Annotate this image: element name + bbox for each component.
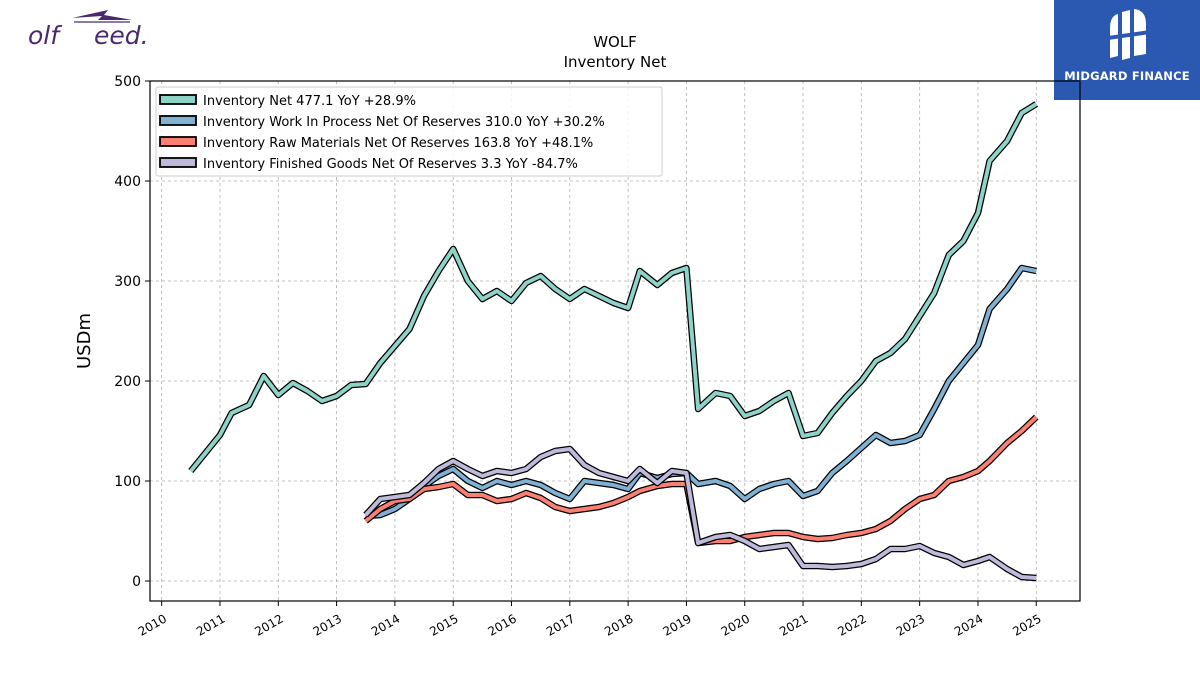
y-tick-label: 200	[114, 374, 141, 390]
y-tick-label: 300	[114, 274, 141, 290]
series-line-1	[365, 266, 1037, 518]
legend-label-0: Inventory Net 477.1 YoY +28.9%	[203, 94, 416, 109]
logo-crossbar	[1108, 30, 1150, 40]
x-tick-label: 2013	[311, 611, 344, 638]
x-tick-label: 2022	[835, 611, 868, 638]
x-tick-label: 2016	[486, 611, 519, 638]
x-tick-label: 2024	[952, 611, 985, 638]
y-tick-label: 400	[114, 174, 141, 190]
legend-label-1: Inventory Work In Process Net Of Reserve…	[203, 115, 605, 130]
logo-text-right: eed.	[94, 21, 149, 50]
legend-swatch-3	[159, 157, 197, 168]
y-tick-label: 500	[114, 74, 141, 90]
legend-swatch-2	[159, 136, 197, 147]
series-line-0	[189, 102, 1038, 473]
midgard-logo-mark	[1108, 9, 1150, 60]
midgard-finance-logo: MIDGARD FINANCE	[1054, 0, 1200, 100]
x-tick-label: 2014	[369, 611, 402, 638]
legend-swatch-0	[159, 94, 197, 105]
plot-frame	[149, 80, 1081, 602]
x-tick-label: 2012	[252, 611, 285, 638]
x-tick-label: 2011	[194, 611, 227, 638]
x-tick-label: 2018	[602, 611, 635, 638]
chart-subtitle: Inventory Net	[564, 53, 667, 71]
x-tick-label: 2020	[719, 611, 752, 638]
chart-title: WOLF	[593, 33, 637, 51]
legend-box	[155, 86, 663, 177]
series-line-3	[364, 447, 1037, 580]
wolfspeed-logo: olf eed.	[28, 4, 158, 54]
x-tick-label: 2017	[544, 611, 577, 638]
y-tick-label: 0	[132, 574, 141, 590]
legend: Inventory Net 477.1 YoY +28.9% Inventory …	[155, 86, 663, 177]
logo-swoosh	[72, 10, 132, 20]
legend-swatch-1	[159, 115, 197, 126]
series-lines	[188, 101, 1039, 582]
x-tick-label: 2019	[660, 611, 693, 638]
legend-label-3: Inventory Finished Goods Net Of Reserves…	[203, 157, 578, 172]
x-tick-label: 2025	[1010, 611, 1043, 638]
y-axis-label: USDm	[74, 313, 95, 369]
x-tick-label: 2021	[777, 611, 810, 638]
legend-label-2: Inventory Raw Materials Net Of Reserves …	[203, 136, 593, 151]
midgard-finance-label: MIDGARD FINANCE	[1064, 69, 1190, 83]
logo-text-left: olf	[28, 21, 62, 50]
x-tick-label: 2010	[136, 611, 169, 638]
wolfspeed-logo-mark: olf eed.	[28, 10, 149, 50]
x-tick-label: 2023	[894, 611, 927, 638]
y-tick-label: 100	[114, 474, 141, 490]
x-tick-label: 2015	[427, 611, 460, 638]
